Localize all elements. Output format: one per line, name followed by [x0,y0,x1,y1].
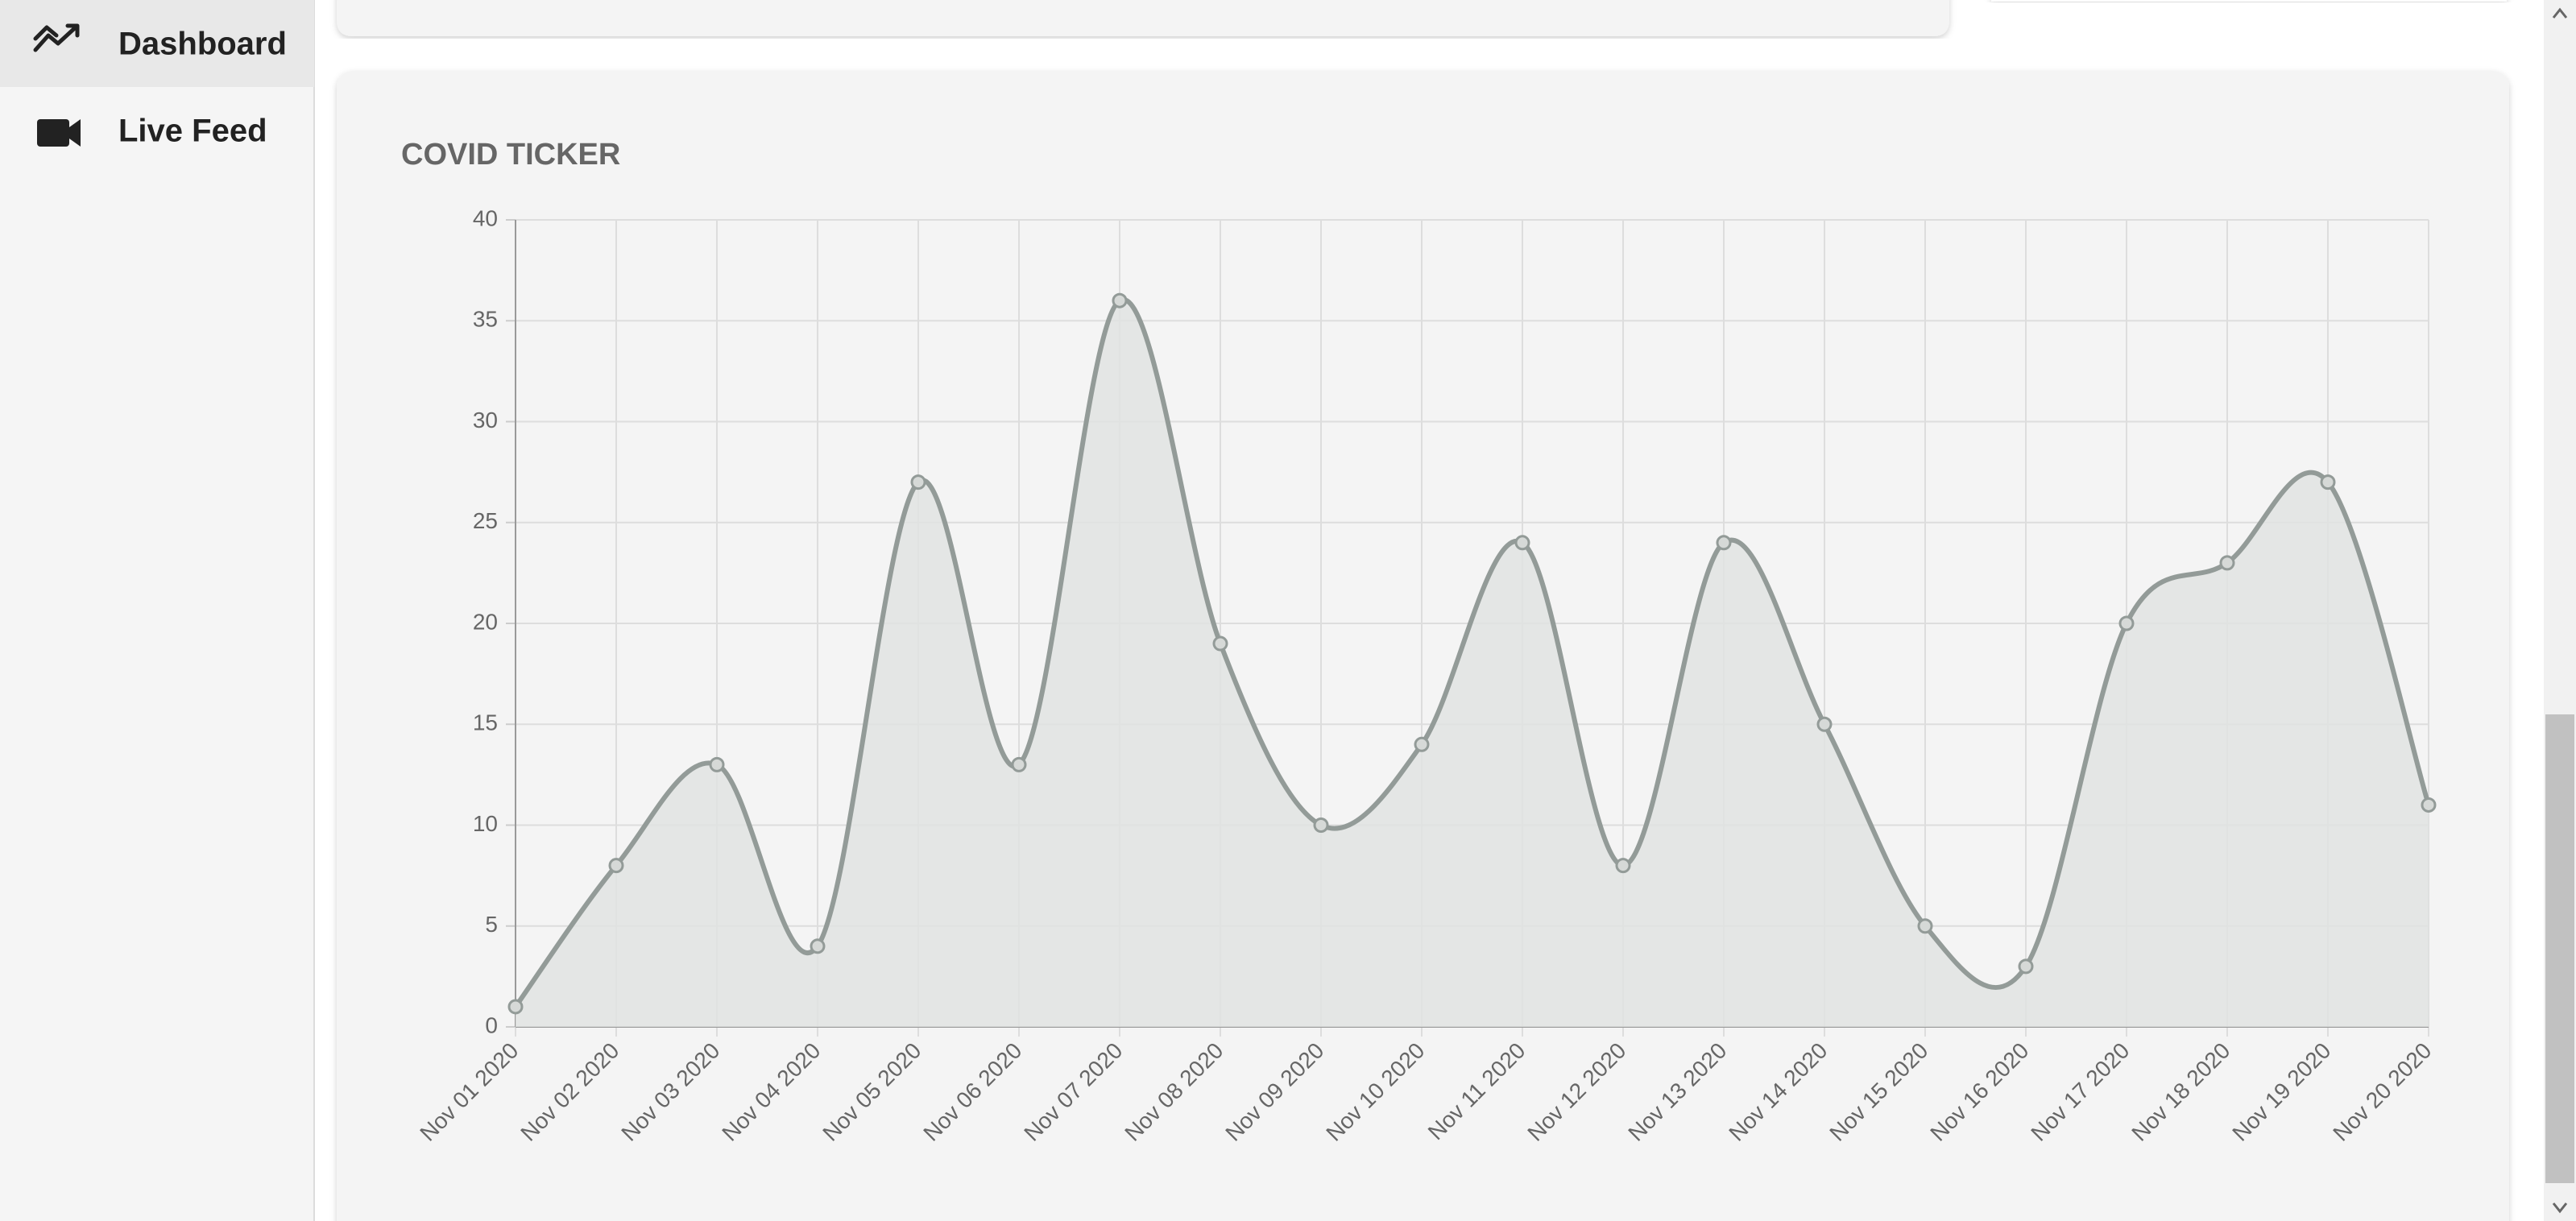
point [1414,736,1430,752]
y-tick-label: 20 [473,609,498,634]
point [1917,918,1933,934]
sidebar [0,0,314,1221]
point [2320,474,2336,490]
point [1615,858,1631,874]
point [910,474,926,490]
point [2118,615,2135,631]
y-tick-label: 5 [485,912,498,937]
nav-label[interactable]: Dashboard [118,27,287,62]
nav-label[interactable]: Live Feed [118,114,267,149]
point [507,999,524,1015]
point [608,858,624,874]
point [1313,817,1329,833]
point [2219,555,2235,571]
card [337,0,1949,36]
point [1011,756,1027,772]
chart-title: COVID TICKER [401,138,620,172]
scroll-down[interactable] [2552,1202,2568,1214]
y-tick-label: 30 [473,408,498,433]
y-tick-label: 35 [473,307,498,332]
point [1112,292,1128,308]
live-feed-icon [69,119,81,147]
point [2421,797,2437,813]
y-tick-label: 40 [473,205,498,230]
nav-item-active[interactable] [0,0,314,87]
live-feed-icon [37,119,69,147]
y-tick-label: 25 [473,508,498,533]
point [1816,716,1833,732]
y-tick-label: 0 [485,1012,498,1037]
area [516,299,2429,1027]
card [1991,0,2507,2]
point [1514,535,1530,551]
point [2018,958,2034,975]
scroll-up[interactable] [2552,7,2568,19]
dashboard-icon [33,23,80,52]
line [513,296,2431,1008]
point [810,938,826,954]
point [1212,635,1228,652]
point [1716,535,1732,551]
scrollbar-thumb[interactable] [2545,714,2574,1183]
y-tick-label: 15 [473,710,498,735]
y-tick-label: 10 [473,811,498,836]
point [709,756,725,772]
